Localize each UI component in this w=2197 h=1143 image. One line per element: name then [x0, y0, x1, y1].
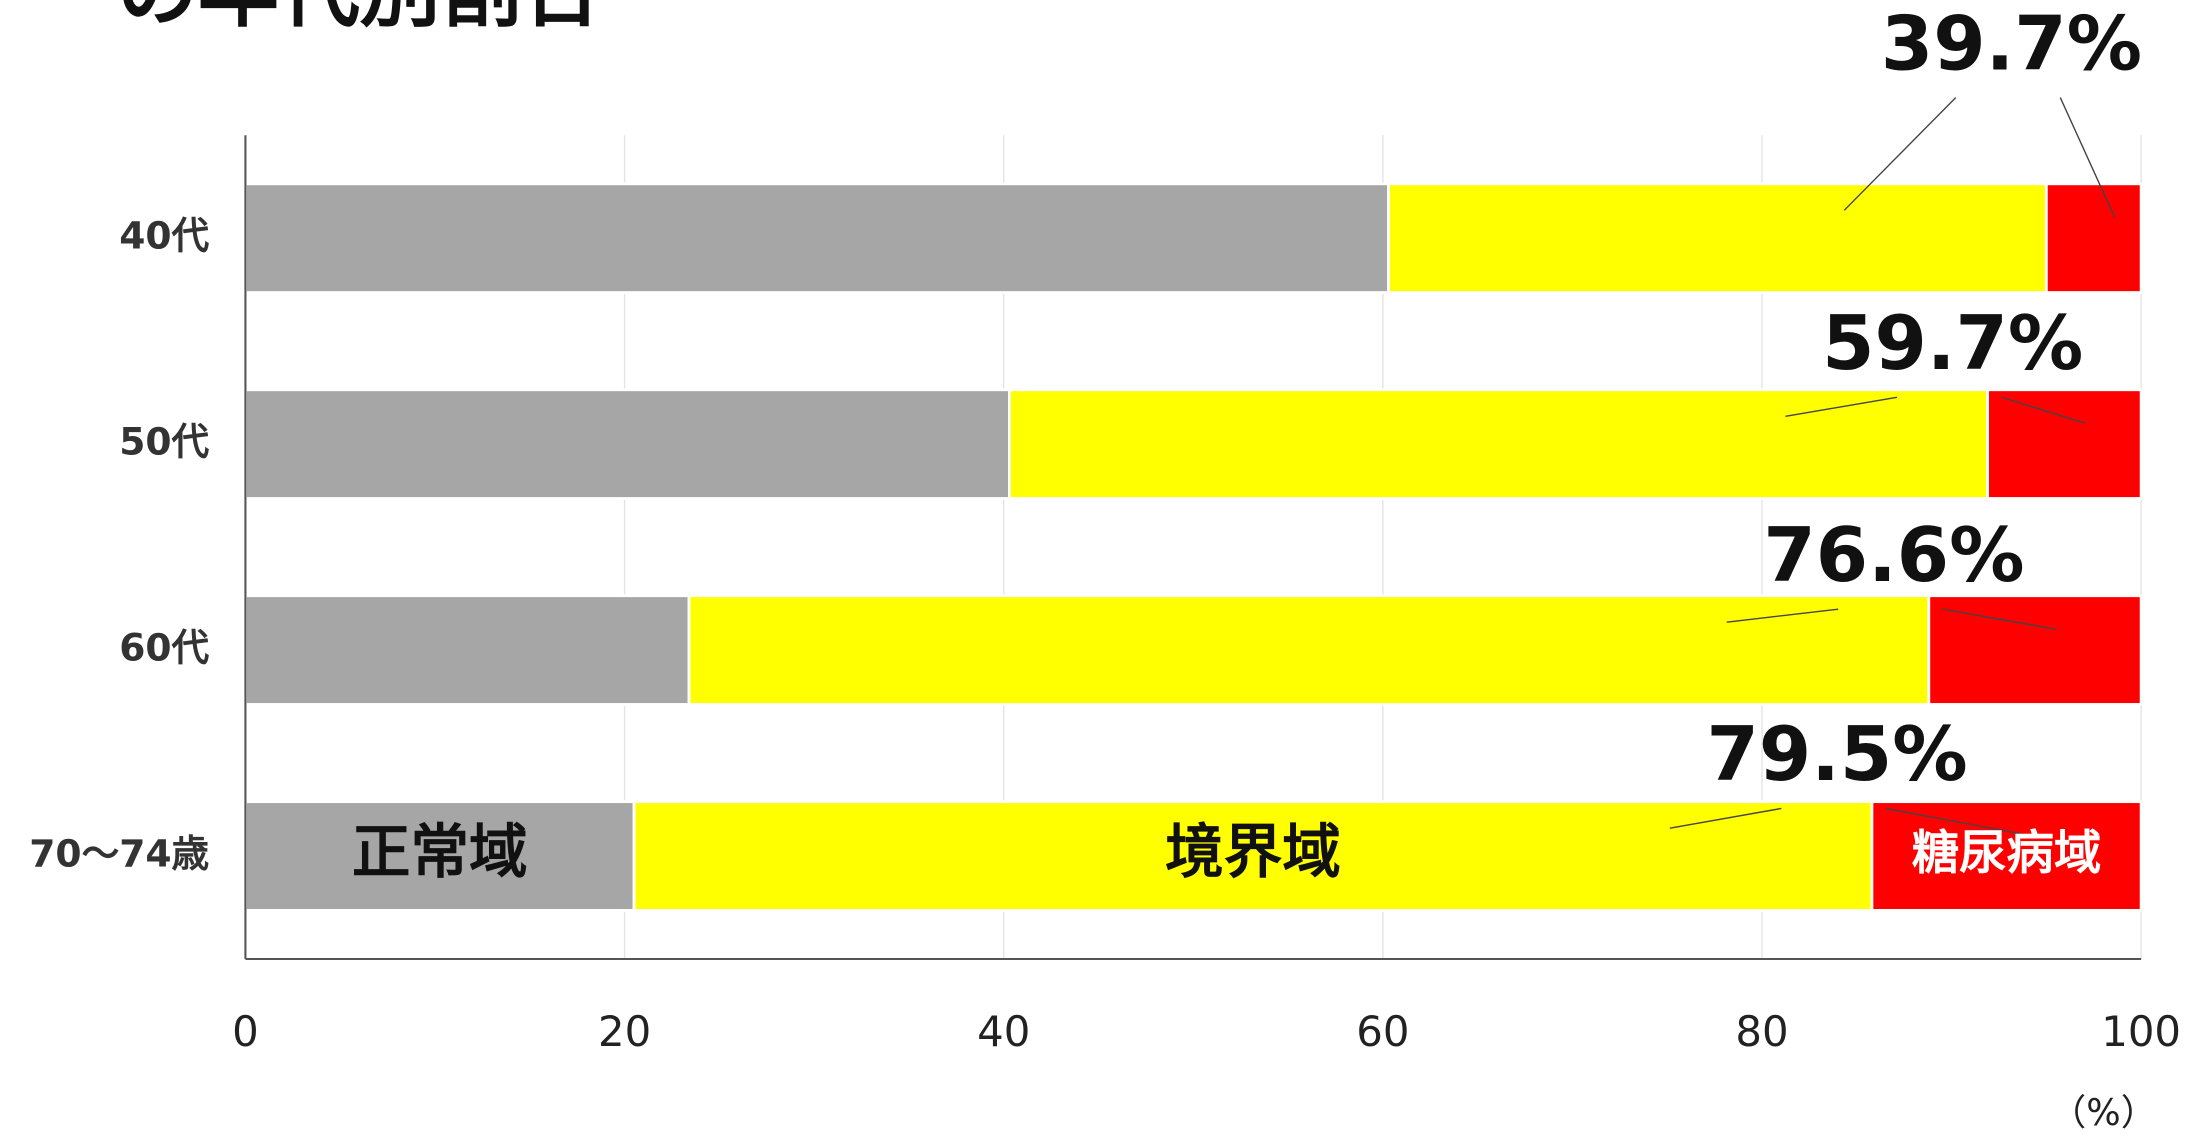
bar-segment — [1008, 388, 1989, 500]
bar-segment — [1387, 182, 2048, 294]
x-tick-label: 40 — [977, 1007, 1030, 1056]
x-tick-label: 60 — [1356, 1007, 1409, 1056]
bar-segment — [1986, 388, 2143, 500]
segment-label: 糖尿病域 — [1912, 826, 2101, 881]
bar-segment — [2044, 182, 2143, 294]
leader-line — [1942, 608, 2057, 630]
x-tick-label: 20 — [598, 1007, 651, 1056]
leader-line — [1885, 807, 2028, 836]
leader-line — [1726, 608, 1839, 623]
x-unit: （%） — [2050, 1091, 2157, 1134]
leader-line — [2001, 396, 2086, 424]
annotation: 39.7% — [1881, 0, 2142, 87]
y-tick-label: 60代 — [119, 626, 209, 670]
bar-segment — [1870, 800, 2143, 912]
segment-label: 境界域 — [1165, 818, 1341, 886]
y-tick-label: 40代 — [119, 214, 209, 258]
leader-line — [1785, 396, 1898, 417]
bar-segment — [244, 182, 1390, 294]
x-tick-label: 100 — [2101, 1007, 2181, 1056]
annotation: 76.6% — [1763, 511, 2024, 599]
segment-label: 正常域 — [352, 818, 528, 886]
leader-line — [1843, 97, 1957, 211]
bar-segment — [244, 800, 636, 912]
leader-line — [1669, 807, 1782, 829]
annotation: 59.7% — [1822, 299, 2083, 387]
bar-segment — [687, 594, 1931, 706]
y-tick-label: 50代 — [119, 420, 209, 464]
x-tick-label: 80 — [1735, 1007, 1788, 1056]
bar-segment — [244, 388, 1011, 500]
bar-segment — [1927, 594, 2143, 706]
y-tick-label: 70～74歳 — [29, 832, 209, 876]
annotation: 79.5% — [1707, 710, 1968, 798]
chart-title: の年代別割合 — [117, 0, 602, 39]
leader-line — [2059, 97, 2116, 218]
x-tick-label: 0 — [232, 1007, 259, 1056]
bar-segment — [244, 594, 691, 706]
